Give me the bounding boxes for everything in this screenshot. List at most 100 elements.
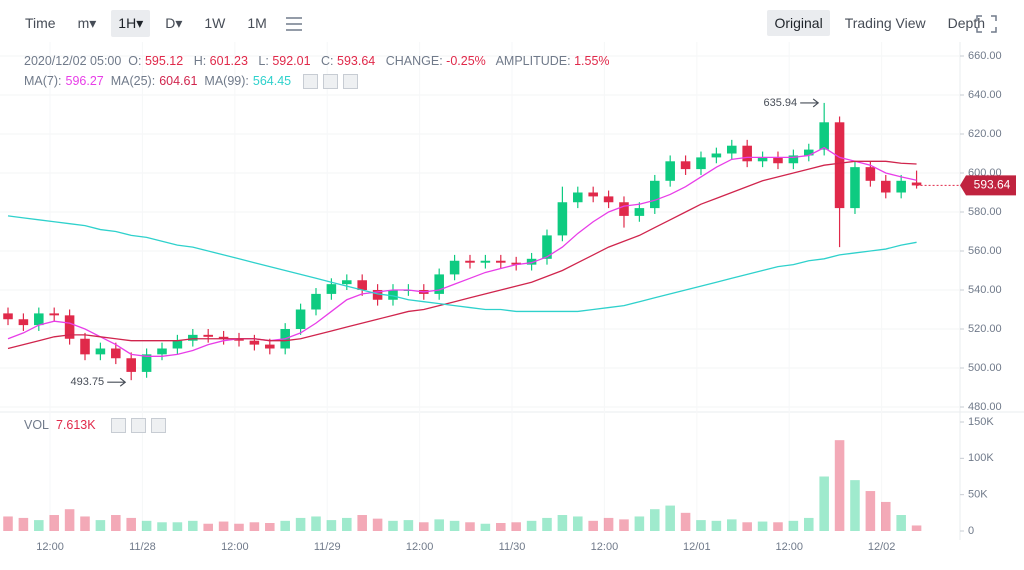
volume-bar xyxy=(650,509,660,531)
volume-bar xyxy=(680,512,691,531)
value: 593.64 xyxy=(337,54,376,68)
y-tick-label: 500.00 xyxy=(968,362,1002,374)
ma-line xyxy=(7,215,917,313)
settings-icon[interactable] xyxy=(323,74,339,90)
settings-icon[interactable] xyxy=(131,418,147,434)
legend-label: MA(25): xyxy=(110,74,156,88)
close-icon[interactable] xyxy=(151,418,167,434)
candle-body xyxy=(480,260,491,263)
y-tick-label: 560.00 xyxy=(968,245,1002,257)
label: H: xyxy=(193,54,207,68)
volume-bar xyxy=(850,480,860,531)
close-icon[interactable] xyxy=(343,74,359,90)
x-tick-label: 12:00 xyxy=(221,541,249,553)
interval-tab[interactable]: Time xyxy=(25,15,56,31)
view-tab[interactable]: Trading View xyxy=(844,15,926,31)
eye-icon[interactable] xyxy=(303,74,319,90)
candle-body xyxy=(372,290,383,300)
volume-bar xyxy=(465,522,475,531)
ma-line xyxy=(7,160,917,350)
volume-bar xyxy=(234,523,244,531)
label: AMPLITUDE: xyxy=(495,54,571,68)
ma-line xyxy=(7,146,917,357)
volume-bar xyxy=(434,519,444,531)
candle-body xyxy=(449,260,460,275)
x-tick-label: 11/29 xyxy=(314,541,341,553)
volume-bar xyxy=(557,515,568,531)
candle-body xyxy=(434,274,444,294)
legend-label: MA(99): xyxy=(204,74,249,88)
fullscreen-icon[interactable] xyxy=(976,15,997,33)
value: -0.25% xyxy=(446,54,486,68)
interval-tab[interactable]: 1M xyxy=(247,15,267,31)
value: 595.12 xyxy=(144,54,184,68)
volume-tick-label: 50K xyxy=(968,489,988,501)
candle-body xyxy=(95,348,106,355)
x-tick-label: 12/01 xyxy=(683,541,711,553)
candle-body xyxy=(80,338,90,355)
candle-body xyxy=(141,354,152,372)
candle-body xyxy=(911,182,922,186)
candle-body xyxy=(881,180,891,193)
candle-body xyxy=(788,155,799,164)
volume-bar xyxy=(773,522,783,531)
ma-legend: MA(7): 596.27 MA(25): 604.61 MA(99): 564.45 xyxy=(24,74,359,90)
volume-bar xyxy=(3,516,13,531)
candle-body xyxy=(526,258,537,265)
volume-bar xyxy=(542,517,552,531)
interval-tab[interactable]: m▾ xyxy=(77,14,97,31)
candle-body xyxy=(203,334,213,337)
value: 601.23 xyxy=(209,54,248,68)
extreme-label: 635.94 xyxy=(764,97,798,109)
candle-body xyxy=(49,313,59,316)
candle-body xyxy=(18,319,29,326)
volume-bar xyxy=(496,523,506,531)
volume-bar xyxy=(203,523,213,531)
x-tick-label: 11/30 xyxy=(499,541,526,553)
volume-bar xyxy=(588,520,598,531)
candle-body xyxy=(326,284,337,294)
candle-body xyxy=(557,202,568,236)
view-tab[interactable]: Depth xyxy=(947,15,985,31)
volume-bar xyxy=(634,516,645,531)
interval-tab[interactable]: 1W xyxy=(204,15,226,31)
interval-tab[interactable]: D▾ xyxy=(165,14,183,31)
y-tick-label: 580.00 xyxy=(968,206,1002,218)
volume-bar xyxy=(665,505,675,531)
candle-body xyxy=(357,280,367,290)
candle-body xyxy=(819,122,829,150)
interval-tab[interactable]: 1H▾ xyxy=(111,9,151,37)
x-tick-label: 12/02 xyxy=(868,541,896,553)
volume-bar xyxy=(819,476,829,531)
extreme-label: 493.75 xyxy=(71,376,105,388)
candle-body xyxy=(619,202,629,216)
candle-body xyxy=(249,340,260,345)
volume-bar xyxy=(834,440,845,531)
candle-body xyxy=(742,145,752,162)
volume-bar xyxy=(342,517,352,531)
candle-body xyxy=(865,167,876,181)
settings-icon[interactable] xyxy=(286,17,302,31)
eye-icon[interactable] xyxy=(111,418,127,434)
candle-body xyxy=(342,280,352,285)
price-tag-label: 593.64 xyxy=(974,178,1011,192)
y-tick-label: 540.00 xyxy=(968,284,1002,296)
label: L: xyxy=(258,54,269,68)
view-tab[interactable]: Original xyxy=(767,10,830,36)
volume-bar xyxy=(80,516,90,531)
value: 592.01 xyxy=(272,54,311,68)
volume-bar xyxy=(449,520,460,531)
volume-bar xyxy=(573,516,583,531)
price-tag xyxy=(960,175,1016,196)
volume-bar xyxy=(249,522,260,531)
label: O: xyxy=(128,54,142,68)
volume-bar xyxy=(126,517,136,531)
candle-body xyxy=(311,293,321,310)
candle-body xyxy=(511,262,521,265)
volume-bar xyxy=(480,523,491,531)
volume-tick-label: 150K xyxy=(968,416,994,428)
candle-body xyxy=(634,208,645,216)
y-tick-label: 480.00 xyxy=(968,401,1002,413)
